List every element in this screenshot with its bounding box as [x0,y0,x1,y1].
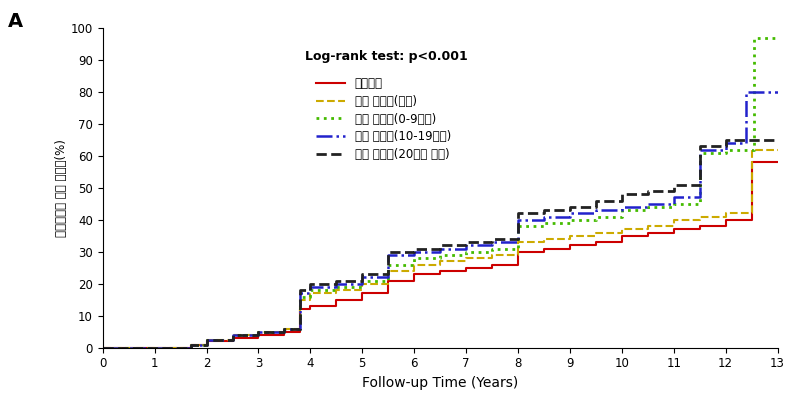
Y-axis label: 대사증후군 누적 발병률(%): 대사증후군 누적 발병률(%) [55,139,68,237]
Text: Log-rank test: p<0.001: Log-rank test: p<0.001 [305,51,468,64]
Text: A: A [8,12,23,31]
X-axis label: Follow-up Time (Years): Follow-up Time (Years) [362,376,518,390]
Legend: 비흡연자, 과거 흡연자(금연), 현재 흡연자(0-9개비), 현재 흡연자(10-19개비), 현재 흡연자(20개비 이상): 비흡연자, 과거 흡연자(금연), 현재 흡연자(0-9개비), 현재 흡연자(… [311,72,456,166]
